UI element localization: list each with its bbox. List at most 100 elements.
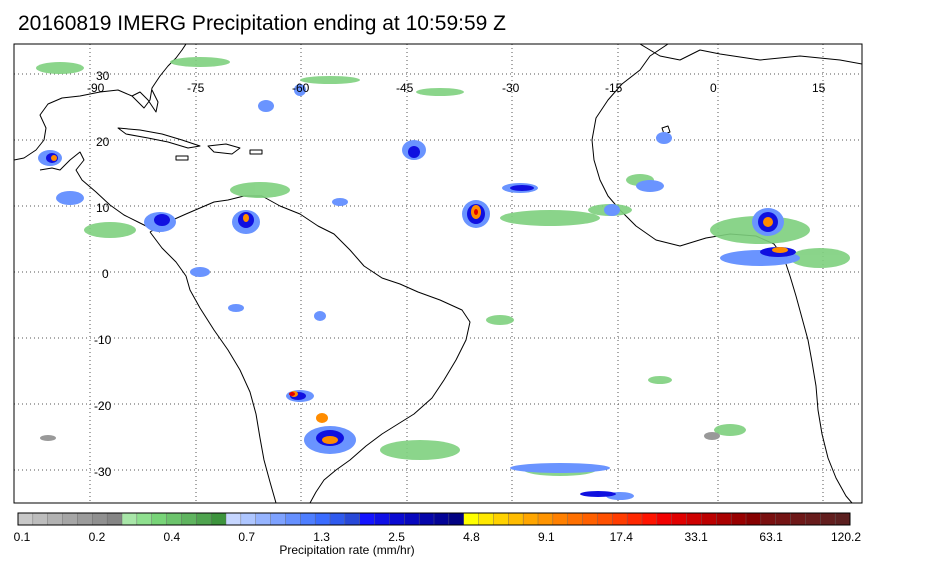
extreme-rain	[289, 209, 478, 396]
colorbar-swatch	[597, 512, 613, 526]
colorbar-swatch	[820, 512, 836, 526]
lat-label: -30	[94, 465, 112, 479]
colorbar-frame	[17, 512, 851, 526]
colorbar-swatch	[151, 512, 168, 526]
colorbar-swatch	[775, 512, 792, 526]
colorbar-swatch	[314, 512, 331, 526]
yucatan-coast	[39, 151, 161, 233]
colorbar-tick-label: 0.1	[13, 530, 31, 544]
map-content: -90 -75 -60 -45 -30 -15 0 15 30 20 10 0 …	[14, 44, 862, 503]
colorbar-tick-label: 63.1	[759, 530, 783, 544]
map-frame	[13, 43, 863, 504]
colorbar-swatch	[641, 512, 658, 526]
colorbar-tick-label: 4.8	[463, 530, 480, 544]
colorbar-swatch	[478, 512, 494, 526]
lon-label: -60	[292, 81, 310, 95]
colorbar-swatch	[240, 512, 257, 526]
colorbar-swatch	[300, 512, 316, 526]
colorbar-swatch	[508, 512, 524, 526]
colorbar-swatch	[359, 512, 376, 526]
north-america-coast	[14, 44, 187, 161]
colorbar-swatch	[285, 512, 301, 526]
colorbar-swatch	[121, 512, 138, 526]
colorbar-swatch	[196, 512, 212, 526]
colorbar-swatch	[344, 512, 361, 526]
colorbar-swatch	[136, 512, 153, 526]
colorbar-swatch	[493, 512, 509, 526]
lat-label: -10	[94, 333, 112, 347]
hispaniola	[207, 143, 241, 155]
precipitation-cells	[36, 57, 850, 500]
colorbar-swatch	[433, 512, 450, 526]
colorbar-swatch	[77, 512, 93, 526]
colorbar-swatch	[626, 512, 643, 526]
colorbar-swatch	[62, 512, 78, 526]
colorbar-swatch	[166, 512, 182, 526]
south-america-west-coast	[149, 231, 277, 503]
colorbar-tick-label: 120.2	[830, 530, 862, 544]
colorbar-swatch	[210, 512, 227, 526]
colorbar-swatch	[716, 512, 732, 526]
lat-label: 20	[96, 135, 110, 149]
colorbar-swatch	[389, 512, 405, 526]
colorbar-tick-label: 2.5	[388, 530, 405, 544]
colorbar-swatch	[225, 512, 242, 526]
lon-label: -30	[502, 81, 520, 95]
gray-cells	[40, 432, 720, 441]
colorbar-swatch	[805, 512, 821, 526]
colorbar-swatch	[181, 512, 197, 526]
colorbar-tick-label: 0.4	[163, 530, 181, 544]
colorbar-swatch	[686, 512, 702, 526]
colorbar-tick-label: 33.1	[684, 530, 708, 544]
florida	[131, 89, 159, 113]
lon-label: -90	[87, 81, 105, 95]
lon-label: 0	[710, 81, 717, 95]
colorbar-swatch	[537, 512, 554, 526]
colorbar-swatch	[329, 512, 346, 526]
south-america-coast	[149, 195, 471, 503]
colorbar-tick-label: 17.4	[609, 530, 633, 544]
colorbar-swatch	[47, 512, 64, 526]
colorbar-swatch	[745, 512, 762, 526]
lat-label: 0	[102, 267, 109, 281]
colorbar-tick-label: 0.2	[88, 530, 106, 544]
colorbar-swatch	[255, 512, 272, 526]
colorbar-swatch	[106, 512, 123, 526]
colorbar-swatch	[522, 512, 539, 526]
lon-label: 15	[812, 81, 826, 95]
colorbar-swatch	[582, 512, 598, 526]
colorbar-swatch	[463, 512, 480, 526]
colorbar-swatch	[418, 512, 435, 526]
colorbar-swatches	[17, 512, 851, 526]
colorbar-label: Precipitation rate (mm/hr)	[279, 543, 415, 557]
colorbar-swatch	[760, 512, 777, 526]
colorbar-swatch	[701, 512, 717, 526]
colorbar-swatch	[790, 512, 806, 526]
colorbar-swatch	[656, 512, 673, 526]
colorbar-tick-label: 0.7	[238, 530, 256, 544]
lat-label: -20	[94, 399, 112, 413]
jamaica	[175, 155, 189, 161]
lon-label: -75	[187, 81, 205, 95]
colorbar-swatch	[374, 512, 390, 526]
colorbar-swatch	[834, 512, 851, 526]
map-title: 20160819 IMERG Precipitation ending at 1…	[18, 12, 506, 35]
island-coast	[661, 125, 671, 135]
europe-coast	[639, 44, 862, 65]
colorbar-swatch	[270, 512, 286, 526]
colorbar-swatch	[552, 512, 569, 526]
colorbar-tick-label: 1.3	[313, 530, 330, 544]
colorbar-swatch	[92, 512, 108, 526]
colorbar-swatch	[404, 512, 420, 526]
colorbar-swatch	[612, 512, 628, 526]
grid-lines	[14, 44, 862, 503]
cuba	[117, 127, 201, 149]
lat-label: 10	[96, 201, 110, 215]
lon-label: -45	[396, 81, 414, 95]
colorbar-swatch	[730, 512, 747, 526]
colorbar-swatch	[671, 512, 688, 526]
colorbar-swatch	[567, 512, 584, 526]
lon-label: -15	[605, 81, 623, 95]
puerto-rico	[249, 149, 263, 155]
